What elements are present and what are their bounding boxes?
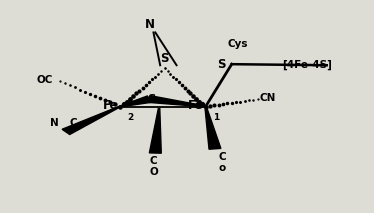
Text: [4Fe-4S]: [4Fe-4S] xyxy=(282,60,332,70)
Text: CN: CN xyxy=(260,93,276,103)
Text: o: o xyxy=(219,163,226,173)
Text: S: S xyxy=(147,93,156,106)
Text: C: C xyxy=(70,118,77,128)
Text: 2: 2 xyxy=(127,113,134,122)
Polygon shape xyxy=(148,96,206,107)
Text: OC: OC xyxy=(37,75,53,85)
Text: O: O xyxy=(149,167,158,177)
Polygon shape xyxy=(205,106,221,149)
Text: Cys: Cys xyxy=(227,39,248,49)
Text: 1: 1 xyxy=(213,113,219,122)
Text: C: C xyxy=(218,152,226,162)
Text: N: N xyxy=(50,118,59,128)
Text: N: N xyxy=(145,18,155,31)
Text: Fe: Fe xyxy=(188,99,204,112)
Polygon shape xyxy=(149,109,161,153)
Text: S: S xyxy=(160,52,169,65)
Text: Fe: Fe xyxy=(102,99,118,112)
Text: C: C xyxy=(150,156,157,166)
Polygon shape xyxy=(62,106,120,134)
Text: S: S xyxy=(218,58,226,71)
Polygon shape xyxy=(120,96,152,107)
